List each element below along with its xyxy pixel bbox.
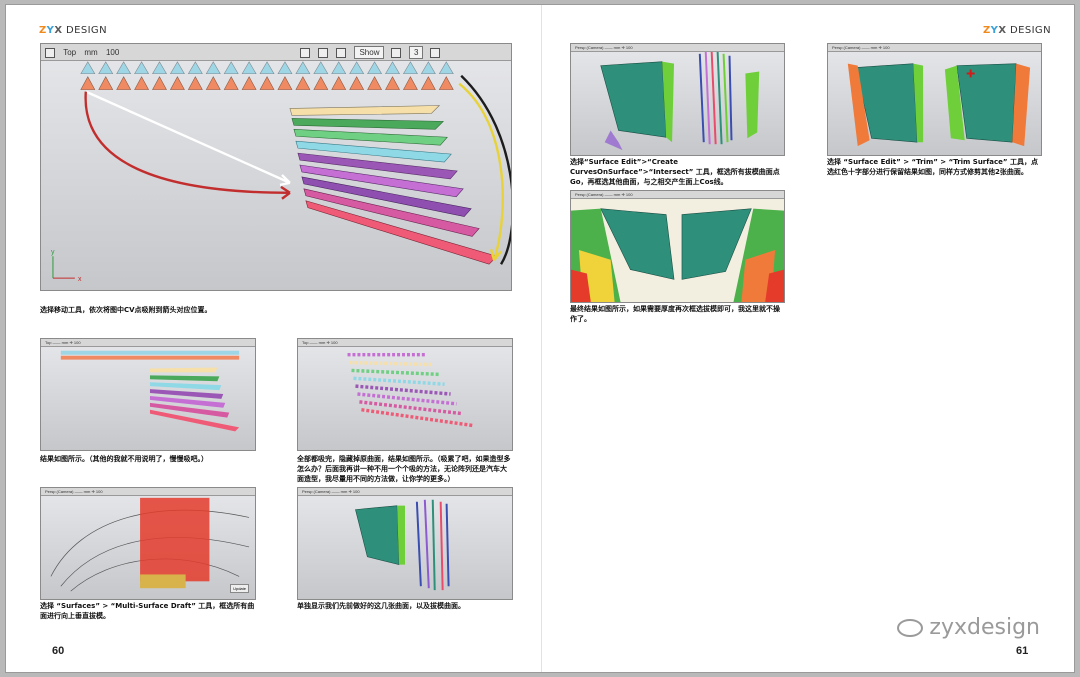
brand-design: DESIGN bbox=[1006, 25, 1051, 36]
viewport-toolbar: Persp (Camera) —— mm ✛ 100 bbox=[828, 44, 1041, 52]
brand-left: ZYX DESIGN bbox=[39, 25, 107, 36]
brand-letter-x: X bbox=[998, 25, 1007, 36]
viewport-intersect[interactable]: Persp (Camera) —— mm ✛ 100 bbox=[570, 43, 785, 156]
brand-letter-x: X bbox=[54, 25, 63, 36]
viewport-intersect-canvas bbox=[600, 51, 760, 151]
brand-letter-z: Z bbox=[39, 25, 47, 36]
caption-8: 选择 “Surface Edit” > “Trim” > “Trim Surfa… bbox=[827, 158, 1038, 176]
axis-gizmo bbox=[52, 256, 75, 279]
axis-y-label: y bbox=[51, 249, 55, 256]
viewport-result-2[interactable]: Top —— mm ✛ 100 bbox=[297, 338, 513, 451]
show-button[interactable]: Show bbox=[354, 46, 385, 60]
update-button[interactable]: Update bbox=[230, 584, 249, 593]
viewport-final-canvas bbox=[571, 198, 784, 302]
magnify-icon[interactable] bbox=[299, 47, 310, 58]
maximize-icon[interactable] bbox=[429, 47, 440, 58]
toggle-icon[interactable] bbox=[390, 47, 401, 58]
caption-4: 选择 “Surfaces” > “Multi-Surface Draft” 工具… bbox=[40, 602, 255, 620]
main-viewport-canvas bbox=[52, 61, 511, 279]
layer-count[interactable]: 3 bbox=[408, 46, 424, 60]
brand-letter-y: Y bbox=[990, 25, 999, 36]
caption-5: 单独显示我们先前做好的这几张曲面，以及拔模曲面。 bbox=[297, 602, 465, 610]
page-number-left: 60 bbox=[52, 645, 65, 657]
brand-letter-z: Z bbox=[983, 25, 991, 36]
caption-3: 全部都吸完，隐藏掉原曲面，结果如图所示。（吸累了吧，如果造型多怎么办？后面我再讲… bbox=[297, 455, 511, 483]
viewport-draft[interactable]: Persp (Camera) —— mm ✛ 100 Update bbox=[40, 487, 256, 600]
units-label: mm bbox=[84, 48, 98, 57]
viewport-toolbar: Persp (Camera) —— mm ✛ 100 bbox=[571, 44, 784, 52]
brand-design: DESIGN bbox=[62, 25, 107, 36]
viewport-surfaces-canvas bbox=[355, 499, 450, 591]
close-icon[interactable] bbox=[45, 47, 55, 58]
page-number-right: 61 bbox=[1016, 645, 1029, 657]
viewport-trim-canvas bbox=[847, 63, 1031, 147]
zoom-label[interactable]: 100 bbox=[105, 48, 120, 57]
frame-icon[interactable] bbox=[318, 47, 328, 58]
viewport-result-1[interactable]: Top —— mm ✛ 100 bbox=[40, 338, 256, 451]
brand-letter-y: Y bbox=[46, 25, 55, 36]
viewport-toolbar: Persp (Camera) —— mm ✛ 100 bbox=[571, 191, 784, 199]
wechat-icon bbox=[897, 619, 924, 637]
caption-2: 结果如图所示。（其他的我就不用说明了，慢慢吸吧。） bbox=[40, 455, 208, 463]
triangle-pattern-top bbox=[80, 61, 454, 90]
viewport-toolbar: Top —— mm ✛ 100 bbox=[41, 339, 255, 347]
main-viewport[interactable]: Top mm 100 Show 3 y x bbox=[40, 43, 512, 291]
surface-strips bbox=[289, 105, 498, 265]
tumble-icon[interactable] bbox=[336, 47, 347, 58]
brand-right: ZYX DESIGN bbox=[983, 25, 1051, 36]
axis-x-label: x bbox=[78, 276, 82, 283]
page-gutter bbox=[541, 5, 542, 672]
viewport-surfaces[interactable]: Persp (Camera) —— mm ✛ 100 bbox=[297, 487, 513, 600]
viewport-result-2-canvas bbox=[347, 352, 473, 428]
viewport-draft-canvas bbox=[50, 497, 250, 592]
viewport-toolbar: Persp (Camera) —— mm ✛ 100 bbox=[41, 488, 255, 496]
viewport-toolbar: Persp (Camera) —— mm ✛ 100 bbox=[298, 488, 512, 496]
book-spread: ZYX DESIGN ZYX DESIGN bbox=[5, 4, 1075, 673]
viewport-toolbar: Top —— mm ✛ 100 bbox=[298, 339, 512, 347]
caption-7: 最终结果如图所示，如果需要厚度再次框选拔模即可，我这里就不操作了。 bbox=[570, 305, 780, 323]
watermark: zyxdesign bbox=[897, 615, 1040, 640]
viewport-trim[interactable]: Persp (Camera) —— mm ✛ 100 bbox=[827, 43, 1042, 156]
viewport-toolbar: Top mm 100 Show 3 bbox=[41, 44, 511, 61]
viewport-result-1-canvas bbox=[60, 350, 240, 432]
view-name[interactable]: Top bbox=[63, 48, 77, 57]
move-arrows bbox=[84, 74, 511, 265]
caption-1: 选择移动工具，依次将图中CV点吸附到箭头对应位置。 bbox=[40, 306, 212, 314]
watermark-text: zyxdesign bbox=[929, 615, 1040, 640]
viewport-final[interactable]: Persp (Camera) —— mm ✛ 100 bbox=[570, 190, 785, 303]
caption-6: 选择“Surface Edit”>“Create CurvesOnSurface… bbox=[570, 158, 780, 186]
